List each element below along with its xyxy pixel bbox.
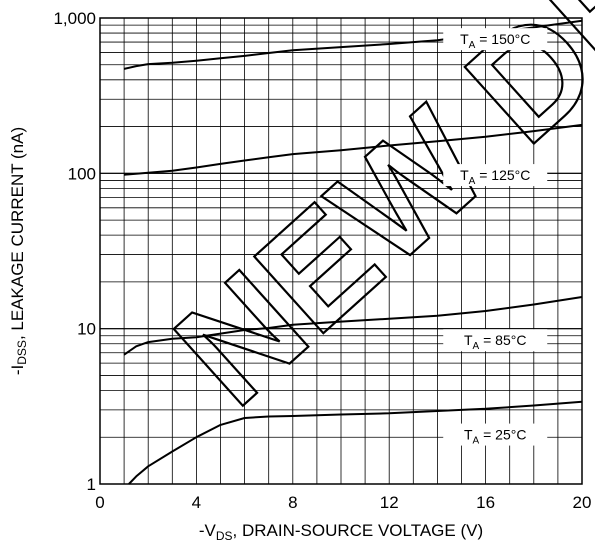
series-label-background: [443, 164, 548, 187]
series-group: TA = 150°C TA = 125°C TA = 85°C TA = 25°C: [123, 19, 583, 485]
x-tick-label: 4: [192, 493, 201, 512]
watermark: NEW DESIGN: [143, 0, 595, 437]
y-tick-label: 1: [87, 475, 96, 494]
x-tick-label: 8: [288, 493, 297, 512]
series-line-2: [123, 296, 583, 356]
y-tick-label: 10: [77, 320, 96, 339]
x-axis-label: -VDS, DRAIN-SOURCE VOLTAGE (V): [199, 521, 483, 542]
x-tick-label: 0: [95, 493, 104, 512]
series-label-background: [443, 423, 548, 446]
series-label-background: [443, 329, 548, 352]
x-tick-label: 12: [380, 493, 399, 512]
series-label-1: TA = 125°C: [460, 167, 530, 187]
series-label-0: TA = 150°C: [460, 31, 530, 51]
y-tick-label: 1,000: [53, 9, 96, 28]
series-label-3: TA = 25°C: [464, 427, 526, 447]
y-tick-label: 100: [68, 164, 96, 183]
series-label-background: [443, 28, 548, 51]
tick-labels: 0 4 8 12 16 20 1 10 100 1,000: [53, 9, 591, 512]
x-tick-label: 20: [573, 493, 592, 512]
x-tick-label: 16: [476, 493, 495, 512]
plot-frame: [99, 17, 583, 485]
series-line-1: [124, 123, 583, 176]
series-label-2: TA = 85°C: [464, 332, 526, 352]
watermark-text: NEW DESIGN: [144, 0, 595, 436]
y-axis-label: -IDSS, LEAKAGE CURRENT (nA): [8, 127, 29, 375]
series-line-3: [128, 400, 583, 485]
